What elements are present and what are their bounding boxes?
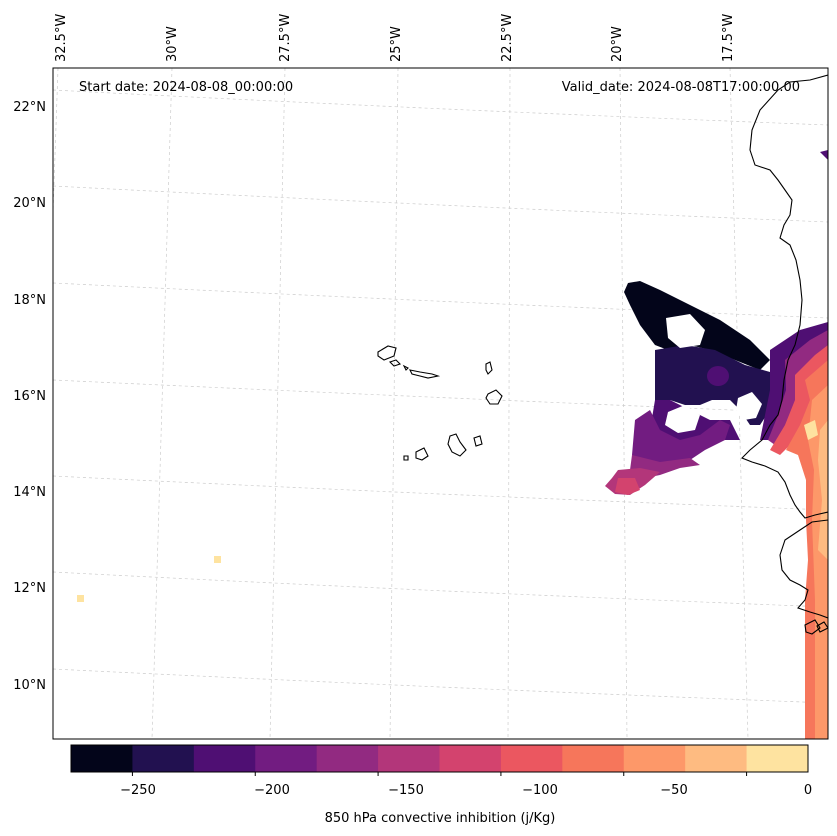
cin-hole-north [666,314,705,348]
colorbar-swatch [439,745,502,772]
colorbar-tick-label: −250 [120,783,156,798]
coastlines [741,74,828,635]
colorbar-swatch [193,745,256,772]
lon-label: 20°W [610,26,625,62]
colorbar-swatch [316,745,379,772]
map-frame [52,67,829,740]
island-santa-luzia [402,364,409,371]
cin-cell-west [77,595,84,602]
colorbar-tick-label: −100 [522,783,558,798]
island-boa-vista [485,389,503,405]
lat-label: 10°N [13,678,46,693]
colorbar-swatch [71,745,133,772]
cin-corner-wedge [820,150,828,160]
lat-label: 22°N [13,100,46,115]
lon-label: 22.5°W [500,14,515,62]
bissagos-islands [804,619,828,635]
lon-label: 30°W [165,26,180,62]
cin-spot [707,366,729,386]
longitude-gridlines [53,68,749,739]
lon-label: 25°W [389,26,404,62]
colorbar-swatch [500,745,563,772]
island-sal [485,361,493,375]
colorbar-label: 850 hPa convective inhibition (j/Kg) [325,811,556,826]
start-date-label: Start date: 2024-08-08_00:00:00 [79,80,293,95]
lon-label: 32.5°W [54,14,69,62]
lon-label: 27.5°W [278,14,293,62]
colorbar-border [70,744,809,773]
colorbar-swatch [255,745,318,772]
cin-hole-east [736,392,762,420]
island-maio [473,435,483,447]
cin-cell-center [214,556,221,563]
colorbar-tick-label: −50 [660,783,687,798]
island-brava [403,455,409,461]
colorbar-swatch [378,745,440,772]
island-santo-antao [377,345,397,361]
cin-contour-violet [632,410,730,465]
lat-label: 16°N [13,389,46,404]
colorbar [70,744,809,776]
valid-date-label: Valid_date: 2024-08-08T17:00:00.00 [562,80,800,95]
african-coastline [741,74,828,619]
island-sao-vicente [388,359,402,367]
colorbar-swatch [132,745,195,772]
colorbar-swatch [623,745,686,772]
lon-label: 17.5°W [721,14,736,62]
colorbar-swatch [685,745,748,772]
island-santiago [447,433,467,457]
cin-coast-band-cream [804,420,818,440]
colorbar-swatch [746,745,809,772]
colorbar-tick-label: −200 [254,783,290,798]
lat-label: 18°N [13,293,46,308]
cape-verde-islands [377,345,503,461]
cin-hole-south [665,405,700,433]
island-sao-nicolau [409,369,441,379]
cin-coast-band-tan [818,420,828,560]
cin-field [77,150,828,739]
lat-label: 12°N [13,581,46,596]
cin-contour-red [615,478,640,495]
colorbar-swatch [562,745,625,772]
colorbar-tick-label: 0 [804,783,812,798]
colorbar-tick-label: −150 [388,783,424,798]
lat-label: 14°N [13,485,46,500]
lat-label: 20°N [13,196,46,211]
cin-coast-band-red [770,345,828,455]
map-panel [53,68,828,739]
latitude-gridlines [53,89,828,704]
island-fogo [415,447,429,461]
